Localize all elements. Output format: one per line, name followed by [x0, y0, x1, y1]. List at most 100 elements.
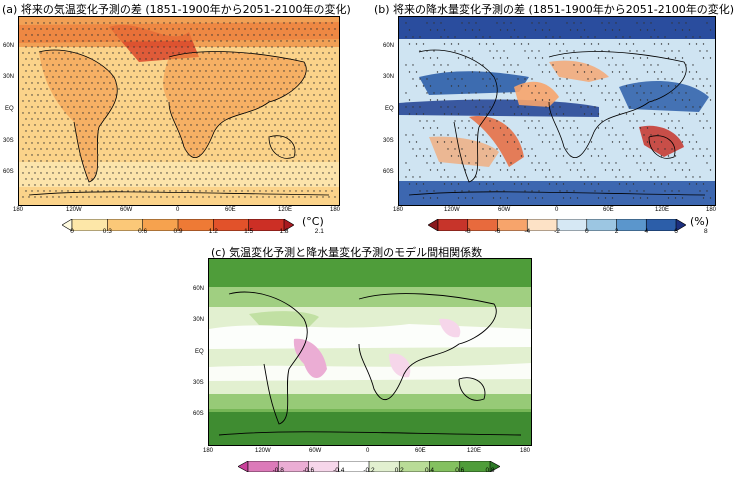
stipple-dot [685, 134, 687, 136]
stipple-dot [256, 172, 258, 174]
stipple-dot [166, 160, 168, 162]
stipple-dot [286, 76, 288, 78]
stipple-dot [643, 162, 645, 164]
stipple-dot [178, 28, 180, 30]
stipple-dot [611, 29, 614, 31]
stipple-dot [331, 34, 333, 36]
stipple-dot [115, 190, 117, 192]
stipple-dot [253, 166, 255, 168]
stipple-dot [334, 100, 336, 102]
stipple-dot [277, 70, 279, 72]
stipple-dot [573, 190, 575, 192]
stipple-dot [569, 155, 572, 157]
stipple-dot [223, 82, 225, 84]
stipple-dot [61, 178, 63, 180]
stipple-dot [271, 154, 273, 156]
stipple-dot [292, 28, 294, 30]
stipple-dot [422, 113, 425, 115]
stipple-dot [112, 196, 114, 198]
stipple-dot [328, 40, 330, 42]
stipple-dot [37, 130, 39, 132]
stipple-dot [709, 197, 712, 199]
stipple-dot [271, 22, 273, 24]
stipple-dot [520, 141, 523, 143]
stipple-dot [485, 183, 488, 185]
stipple-dot [205, 106, 207, 108]
stipple-dot [172, 136, 174, 138]
stipple-dot [289, 130, 291, 132]
stipple-dot [496, 22, 498, 24]
stipple-dot [265, 118, 267, 120]
stipple-dot [328, 76, 330, 78]
stipple-dot [25, 130, 27, 132]
stipple-dot [262, 40, 264, 42]
panel-c-map [208, 258, 532, 446]
stipple-dot [181, 46, 183, 48]
stipple-dot [244, 172, 246, 174]
stipple-dot [223, 70, 225, 72]
stipple-dot [67, 106, 69, 108]
stipple-dot [492, 127, 495, 129]
stipple-dot [262, 160, 264, 162]
stipple-dot [217, 58, 219, 60]
stipple-dot [443, 99, 446, 101]
stipple-dot [52, 136, 54, 138]
stipple-dot [531, 22, 533, 24]
stipple-dot [88, 136, 90, 138]
stipple-dot [250, 40, 252, 42]
stipple-dot [415, 71, 418, 73]
stipple-dot [43, 58, 45, 60]
stipple-dot [622, 106, 624, 108]
stipple-dot [163, 142, 165, 144]
stipple-dot [412, 106, 414, 108]
stipple-dot [214, 76, 216, 78]
stipple-dot [271, 130, 273, 132]
stipple-dot [112, 52, 114, 54]
stipple-dot [625, 155, 628, 157]
panel-a-unit: (°C) [302, 215, 324, 228]
stipple-dot [253, 22, 255, 24]
stipple-dot [325, 82, 327, 84]
stipple-dot [307, 154, 309, 156]
stipple-dot [289, 154, 291, 156]
stipple-dot [130, 112, 132, 114]
stipple-dot [331, 94, 333, 96]
stipple-dot [85, 142, 87, 144]
stipple-dot [253, 46, 255, 48]
stipple-dot [196, 124, 198, 126]
stipple-dot [426, 92, 428, 94]
panel-a-colorbar-tick: 0.3 [102, 228, 112, 235]
stipple-dot [94, 52, 96, 54]
stipple-dot [100, 100, 102, 102]
stipple-dot [331, 22, 333, 24]
stipple-dot [289, 34, 291, 36]
stipple-dot [496, 92, 498, 94]
stipple-dot [217, 106, 219, 108]
stipple-dot [85, 22, 87, 24]
stipple-dot [408, 29, 411, 31]
stipple-dot [569, 127, 572, 129]
stipple-dot [454, 176, 456, 178]
stipple-dot [31, 130, 33, 132]
stipple-dot [46, 160, 48, 162]
stipple-dot [524, 106, 526, 108]
stipple-dot [166, 52, 168, 54]
stipple-dot [169, 82, 171, 84]
stipple-dot [587, 106, 589, 108]
stipple-dot [280, 100, 282, 102]
stipple-dot [193, 82, 195, 84]
stipple-dot [632, 197, 635, 199]
stipple-dot [106, 100, 108, 102]
stipple-dot [699, 50, 701, 52]
stipple-dot [208, 196, 210, 198]
stipple-dot [181, 154, 183, 156]
stipple-dot [124, 160, 126, 162]
stipple-dot [671, 50, 673, 52]
stipple-dot [322, 160, 324, 162]
stipple-dot [142, 148, 144, 150]
stipple-dot [250, 88, 252, 90]
stipple-dot [304, 40, 306, 42]
stipple-dot [43, 46, 45, 48]
stipple-dot [450, 85, 453, 87]
stipple-dot [34, 88, 36, 90]
